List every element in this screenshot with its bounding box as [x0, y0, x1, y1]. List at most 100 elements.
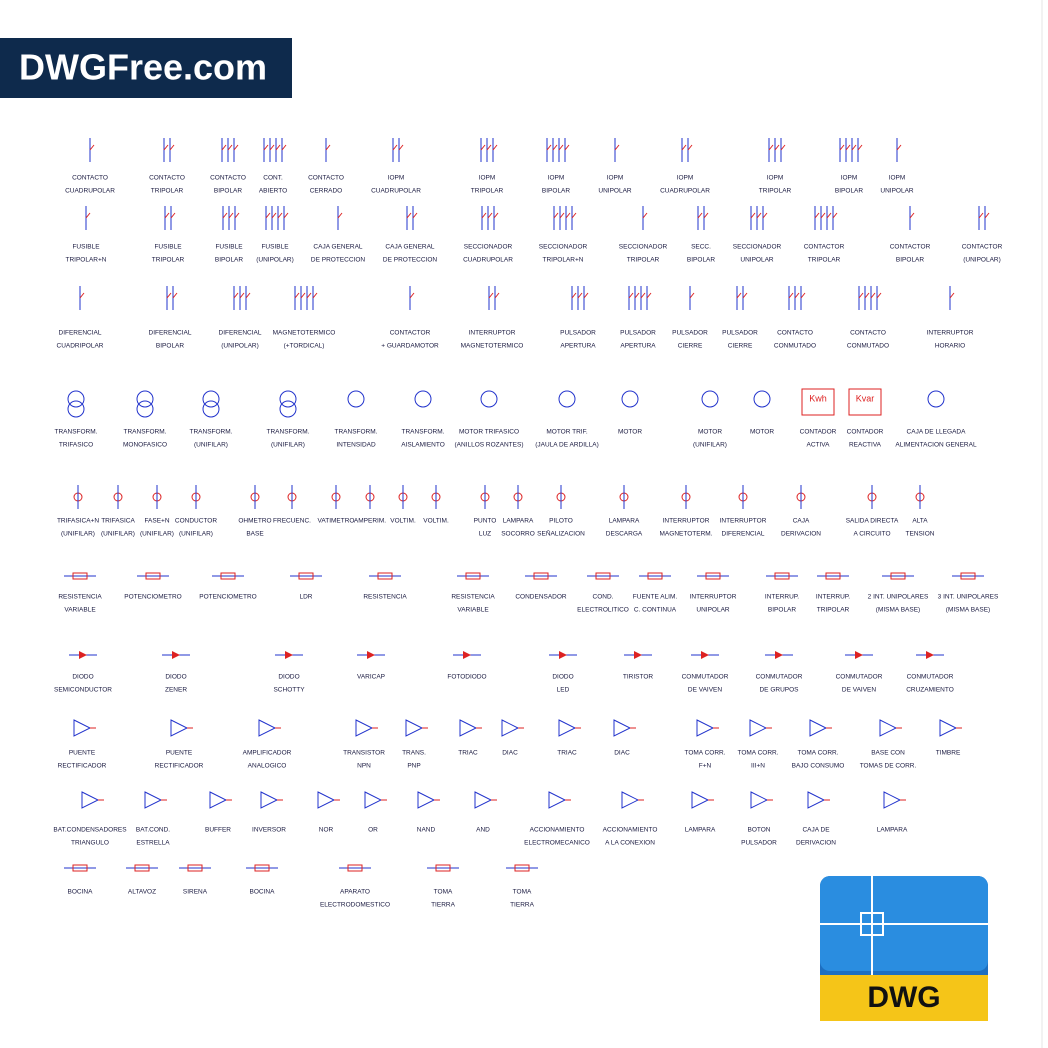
symbol-label: ALTA: [912, 518, 928, 525]
symbol-accent: [909, 212, 915, 219]
symbol-label: MOTOR: [698, 429, 722, 436]
symbol-label: FUSIBLE: [154, 244, 182, 251]
symbol-label: PULSADOR: [741, 840, 777, 847]
symbol-accent: [170, 212, 176, 219]
symbol-label: INTERRUPTOR: [690, 594, 737, 601]
symbol-accent: [409, 292, 415, 299]
symbol-label: ACCIONAMIENTO: [530, 827, 585, 834]
symbol-accent: [800, 292, 806, 299]
symbol-accent: [571, 292, 577, 299]
symbol-accent: [227, 144, 233, 151]
symbol-accent: [832, 212, 838, 219]
symbol-label: CAJA GENERAL: [385, 244, 435, 251]
symbol-label: DIFERENCIAL: [59, 330, 102, 337]
symbol-accent: [814, 212, 820, 219]
symbol-circle: [621, 390, 639, 408]
symbol-label: AMPLIFICADOR: [243, 750, 292, 757]
symbol-accent: [494, 292, 500, 299]
symbol-label: MAGNETOTERMICO: [461, 343, 524, 350]
symbol-accent: [558, 144, 564, 151]
symbol-label: NOR: [319, 827, 334, 834]
symbol-accent: [571, 212, 577, 219]
symbol-accent: [306, 292, 312, 299]
symbol-shape: [364, 791, 383, 809]
symbol-accent: [222, 212, 228, 219]
symbol-label: DIODO: [278, 674, 299, 681]
symbol-label: BIPOLAR: [156, 343, 184, 350]
symbol-label: TRANSFORM.: [124, 429, 167, 436]
logo: DWGFree.com: [19, 47, 267, 88]
meter-label: Kwh: [809, 393, 827, 403]
symbol-shape: [548, 791, 567, 809]
symbol-shape: [260, 791, 279, 809]
badge-band: [820, 975, 988, 1021]
symbol-label: APERTURA: [560, 343, 596, 350]
symbol-label: MAGNETOTERM.: [660, 531, 713, 538]
symbol-box: [647, 572, 663, 580]
symbol-box: [254, 864, 270, 872]
symbol-circle: [279, 400, 297, 418]
symbol-accent: [826, 212, 832, 219]
symbol-label: VOLTIM.: [423, 518, 449, 525]
symbol-circle: [202, 390, 220, 408]
symbol-label: FRECUENC.: [273, 518, 311, 525]
symbol-label: LDR: [299, 594, 312, 601]
symbol-label: RECTIFICADOR: [155, 763, 204, 770]
symbol-label: FUENTE ALIM.: [633, 594, 678, 601]
symbol-label: (UNIFILAR): [194, 442, 228, 449]
symbol-accent: [493, 212, 499, 219]
symbol-shape: [613, 719, 632, 737]
meter-box: [801, 388, 835, 416]
symbol-accent: [488, 292, 494, 299]
symbol-accent: [876, 292, 882, 299]
symbol-circle: [414, 390, 432, 408]
symbol-accent: [79, 292, 85, 299]
symbol-accent: [228, 212, 234, 219]
symbol-accent: [281, 144, 287, 151]
symbol-label: BIPOLAR: [214, 188, 242, 195]
symbol-label: CAJA: [793, 518, 810, 525]
symbol-label: DESCARGA: [606, 531, 643, 538]
badge-square: [860, 912, 884, 936]
symbol-label: SECCIONADOR: [464, 244, 513, 251]
symbol-label: BIPOLAR: [896, 257, 924, 264]
symbol-label: (JAULA DE ARDILLA): [535, 442, 599, 449]
meter-box: [848, 388, 882, 416]
symbol-label: TENSION: [906, 531, 935, 538]
symbol-accent: [768, 144, 774, 151]
symbol-accent: [858, 292, 864, 299]
symbol-accent: [949, 292, 955, 299]
symbol-accent: [492, 144, 498, 151]
symbol-label: DIAC: [502, 750, 518, 757]
symbol-label: DERIVACION: [781, 531, 821, 538]
symbol-accent: [265, 212, 271, 219]
symbol-label: PULSADOR: [722, 330, 758, 337]
symbol-label: RECTIFICADOR: [58, 763, 107, 770]
symbol-shape: [501, 719, 520, 737]
symbol-accent: [312, 292, 318, 299]
symbol-label: TRANSISTOR: [343, 750, 385, 757]
symbol-circle: [558, 390, 576, 408]
symbol-label: TRIFASICO: [59, 442, 93, 449]
symbols: CONTACTO CUADRUPOLAR CONTACTO TRIPOLAR CONTA…: [53, 138, 1003, 909]
symbol-label: TRIANGULO: [71, 840, 109, 847]
symbol-label: DE GRUPOS: [759, 687, 799, 694]
symbol-label: BIPOLAR: [835, 188, 863, 195]
symbol-label: 2 INT. UNIPOLARES: [868, 594, 929, 601]
symbol-shape: [317, 791, 336, 809]
symbol-label: MOTOR: [750, 429, 774, 436]
symbol-accent: [172, 292, 178, 299]
symbol-diode: [463, 651, 471, 659]
symbol-shape: [144, 791, 163, 809]
symbol-accent: [870, 292, 876, 299]
symbol-box: [134, 864, 150, 872]
symbol-label: CONTACTO: [308, 175, 344, 182]
symbol-shape: [807, 791, 826, 809]
symbol-label: BIPOLAR: [542, 188, 570, 195]
symbol-shape: [209, 791, 228, 809]
symbol-accent: [564, 144, 570, 151]
symbol-label: FUSIBLE: [215, 244, 243, 251]
symbol-label: + GUARDAMOTOR: [381, 343, 439, 350]
symbol-label: DE VAIVEN: [842, 687, 877, 694]
symbol-accent: [294, 292, 300, 299]
